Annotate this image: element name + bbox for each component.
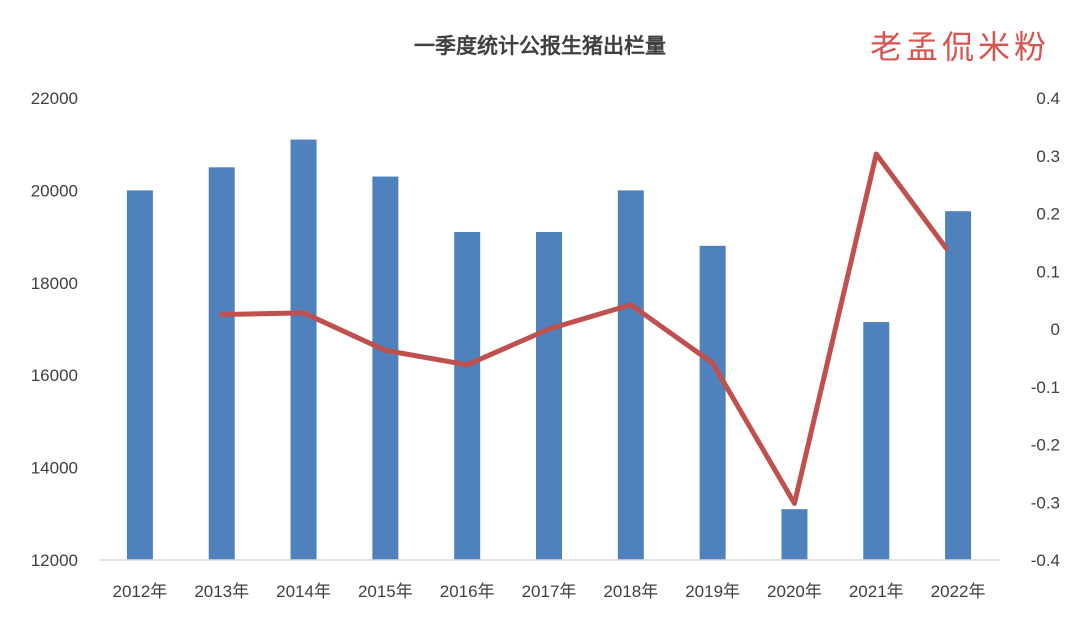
x-tick-label: 2015年 <box>358 582 413 601</box>
x-tick-label: 2016年 <box>440 582 495 601</box>
bar-4 <box>454 231 481 561</box>
bar-8 <box>781 509 808 560</box>
x-tick-label: 2020年 <box>767 582 822 601</box>
bar-1 <box>208 167 235 561</box>
right-tick-label: 0.3 <box>1036 147 1060 166</box>
right-axis-ticks: -0.4 -0.3 -0.2 -0.1 0 0.1 0.2 0.3 0.4 <box>1031 89 1060 570</box>
left-tick-label: 14000 <box>31 459 78 478</box>
x-axis-ticks: 2012年 2013年 2014年 2015年 2016年 2017年 2018年 2019年… <box>112 582 985 601</box>
x-tick-label: 2014年 <box>276 582 331 601</box>
bar-7 <box>699 245 726 560</box>
chart-title: 一季度统计公报生猪出栏量 <box>414 34 666 58</box>
bar-6 <box>617 190 644 560</box>
x-tick-label: 2017年 <box>522 582 577 601</box>
left-tick-label: 20000 <box>31 181 78 200</box>
left-tick-label: 12000 <box>31 551 78 570</box>
x-tick-label: 2019年 <box>685 582 740 601</box>
bar-3 <box>372 176 399 561</box>
right-tick-label: 0 <box>1051 320 1060 339</box>
bar-5 <box>536 231 562 561</box>
left-tick-label: 18000 <box>31 274 78 293</box>
right-tick-label: -0.3 <box>1031 493 1060 512</box>
bar-0 <box>126 190 153 560</box>
right-tick-label: -0.1 <box>1031 378 1060 397</box>
x-tick-label: 2018年 <box>603 582 658 601</box>
bar-9 <box>863 322 890 560</box>
x-tick-label: 2022年 <box>931 582 986 601</box>
x-tick-label: 2021年 <box>849 582 904 601</box>
x-tick-label: 2013年 <box>194 582 249 601</box>
bar-2 <box>290 139 317 560</box>
right-tick-label: 0.1 <box>1036 262 1060 281</box>
right-tick-label: 0.2 <box>1036 205 1060 224</box>
bar-10 <box>945 211 972 560</box>
bar-series <box>126 139 972 561</box>
watermark: 老孟侃米粉 <box>869 28 1050 66</box>
growth-line <box>219 151 949 506</box>
x-tick-label: 2012年 <box>112 582 167 601</box>
right-tick-label: -0.4 <box>1031 551 1060 570</box>
right-tick-label: 0.4 <box>1036 89 1060 108</box>
line-series <box>219 151 949 506</box>
left-axis-ticks: 12000 14000 16000 18000 20000 22000 <box>31 89 78 570</box>
left-tick-label: 16000 <box>31 366 78 385</box>
right-tick-label: -0.2 <box>1031 436 1060 455</box>
left-tick-label: 22000 <box>31 89 78 108</box>
